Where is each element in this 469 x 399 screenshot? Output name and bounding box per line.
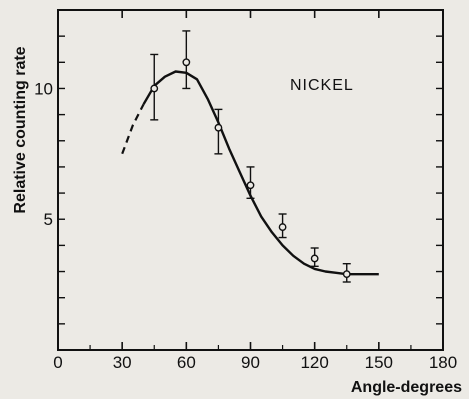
x-tick-label: 120: [300, 353, 328, 372]
data-point: [310, 254, 319, 263]
annotation-nickel: NICKEL: [290, 77, 354, 94]
data-point: [214, 123, 223, 132]
data-point: [342, 270, 351, 279]
x-tick-label: 30: [113, 353, 132, 372]
x-tick-label: 60: [177, 353, 196, 372]
x-tick-label: 90: [241, 353, 260, 372]
data-point: [182, 58, 191, 67]
x-axis-ticks: 0 30 60 90 120 150 180: [53, 10, 457, 372]
data-point: [278, 223, 287, 231]
y-axis-label: Relative counting rate: [12, 46, 29, 213]
x-tick-label: 180: [429, 353, 457, 372]
fit-curve-dashed: [121, 103, 145, 155]
x-tick-label: 0: [53, 353, 62, 372]
data-point: [246, 181, 255, 190]
fit-curve-solid: [142, 70, 379, 276]
y-tick-label: 10: [34, 79, 53, 98]
y-axis-ticks: 5 10: [34, 35, 443, 325]
data-point: [150, 84, 159, 93]
y-tick-label: 5: [44, 210, 53, 229]
x-axis-label: Angle-degrees: [351, 379, 462, 396]
x-tick-label: 150: [365, 353, 393, 372]
data-points: [150, 30, 351, 283]
fit-curve: [121, 70, 379, 276]
